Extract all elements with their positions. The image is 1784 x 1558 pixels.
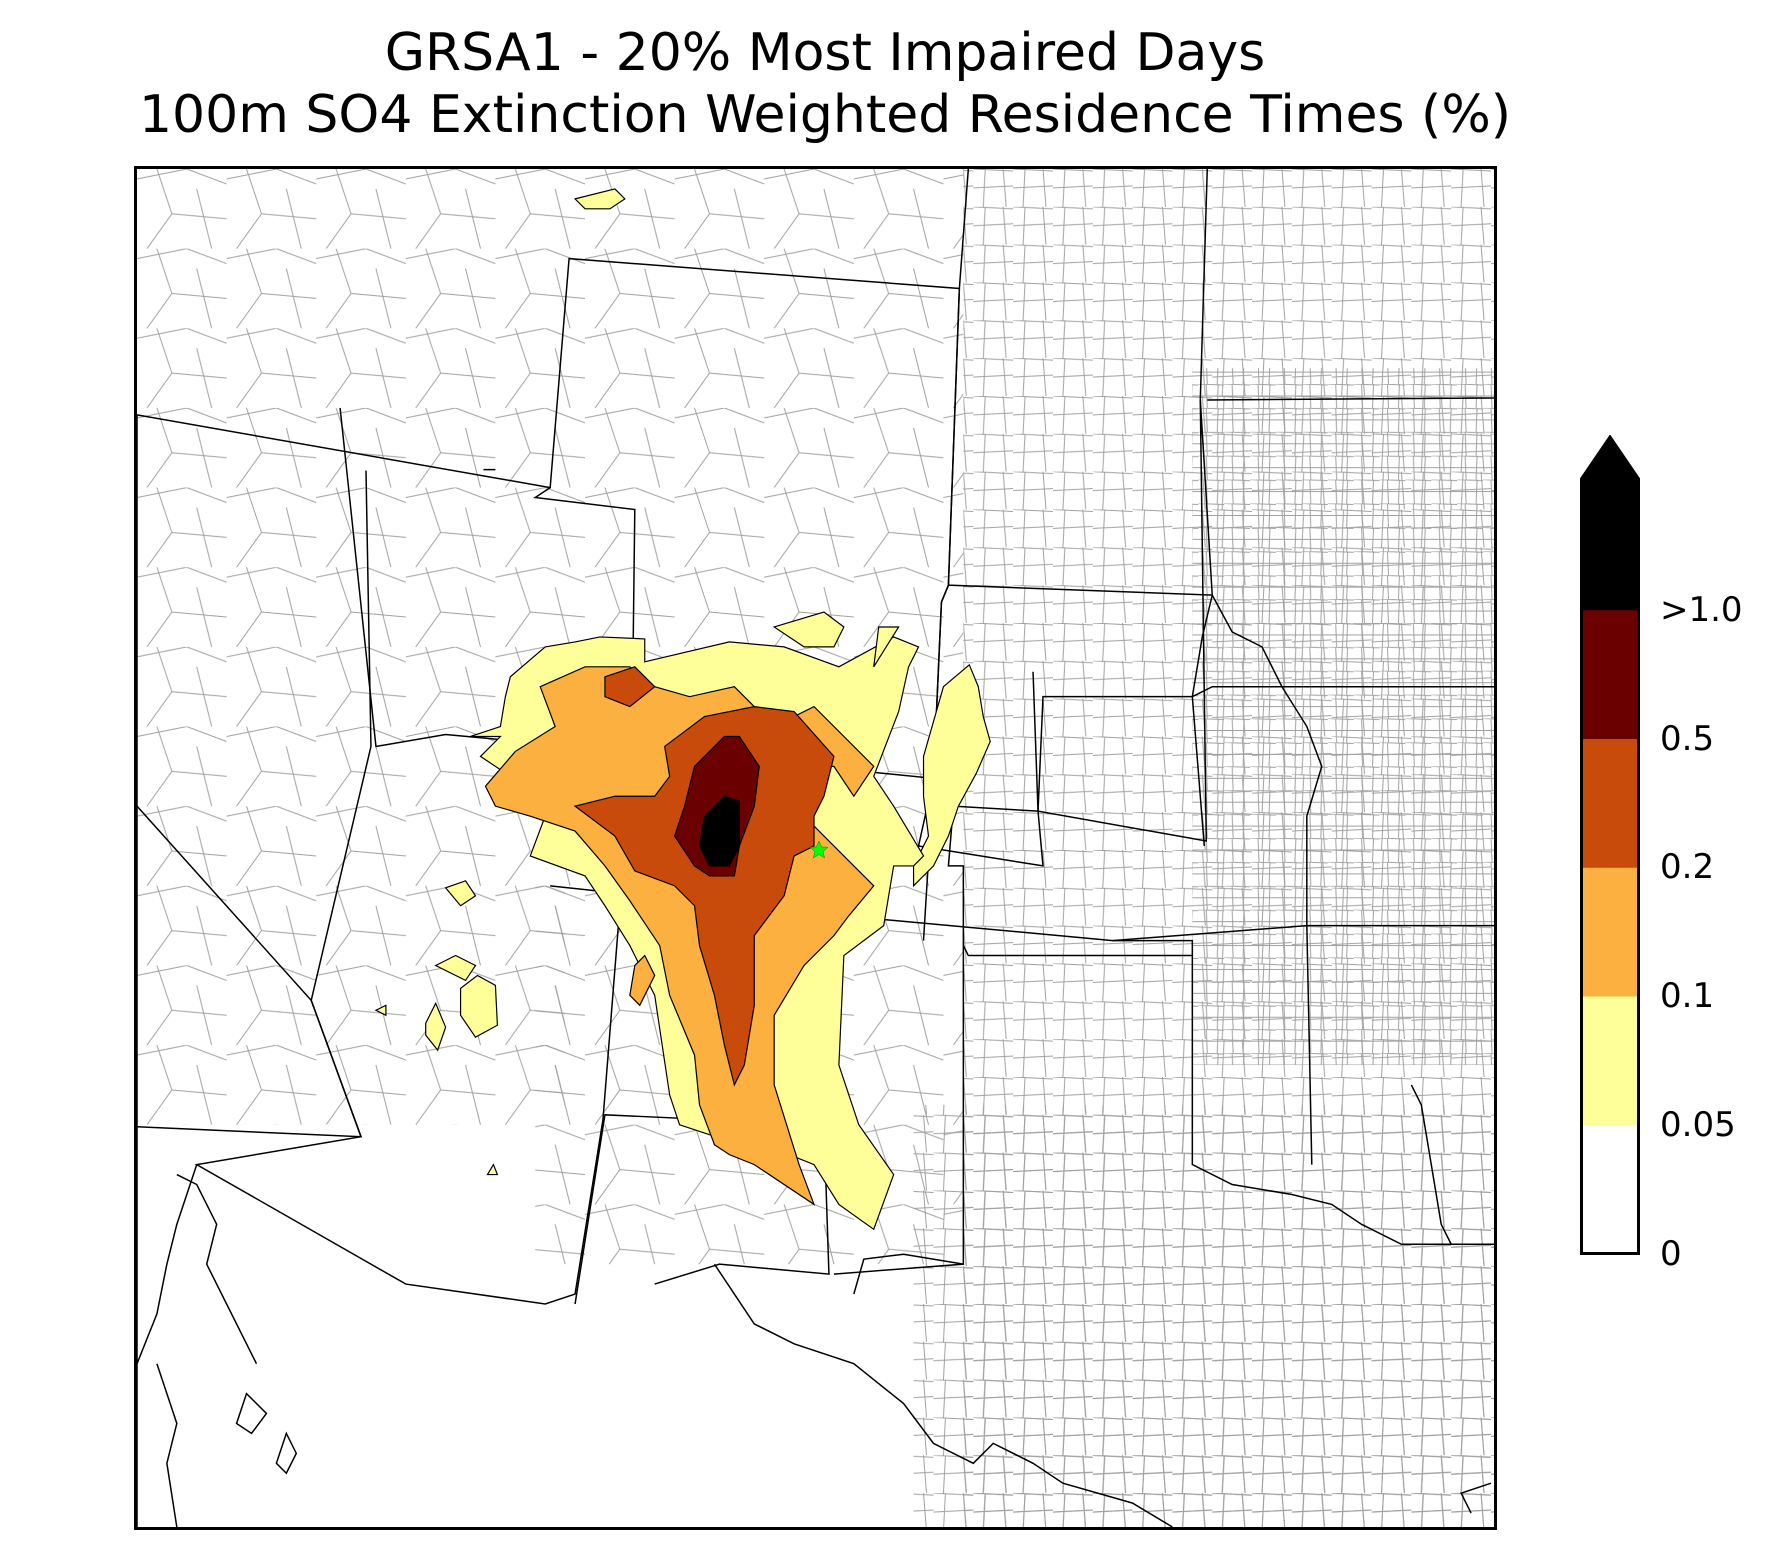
colorbar <box>1580 435 1640 1255</box>
contour-region-0.1 <box>629 954 656 1007</box>
contour-region-0.2 <box>573 706 835 1087</box>
map-panel <box>134 166 1497 1530</box>
colorbar-tick-label: 0.2 <box>1660 847 1715 888</box>
colorbar-segments <box>1581 481 1639 1254</box>
title-line-1: GRSA1 - 20% Most Impaired Days <box>384 23 1266 83</box>
contour-region-0.2 <box>604 666 656 708</box>
colorbar-tick-label: 0 <box>1660 1233 1682 1274</box>
map-canvas <box>137 169 1494 1527</box>
colorbar-ticks <box>1638 608 1640 1255</box>
contour-region-0.05 <box>573 188 626 210</box>
contour-region-0.05 <box>374 954 477 1017</box>
colorbar-tick-label: 0.05 <box>1660 1104 1736 1145</box>
contour-region-0.05 <box>772 611 845 648</box>
colorbar-segment <box>1581 996 1639 1126</box>
colorbar-segment <box>1581 609 1639 739</box>
contour-region-0.05 <box>444 880 477 907</box>
colorbar-tick-label: 0.5 <box>1660 718 1715 759</box>
residence-time-contours <box>374 188 991 1231</box>
colorbar-segment <box>1581 1124 1639 1254</box>
contour-region-0.05 <box>425 974 499 1176</box>
colorbar-extend-arrow <box>1580 435 1640 483</box>
colorbar-segment <box>1581 867 1639 997</box>
contour-region-0.05 <box>873 626 900 668</box>
contour-region-1.0 <box>698 795 740 867</box>
page-title: GRSA1 - 20% Most Impaired Days 100m SO4 … <box>0 22 1650 146</box>
colorbar-segment <box>1581 738 1639 868</box>
state-boundaries <box>137 169 1494 1527</box>
receptor-star-icon <box>809 840 829 859</box>
colorbar-tick-label: >1.0 <box>1660 589 1743 630</box>
contour-region-0.05 <box>912 663 991 888</box>
title-line-2: 100m SO4 Extinction Weighted Residence T… <box>138 85 1512 145</box>
colorbar-tick-label: 0.1 <box>1660 976 1715 1016</box>
colorbar-segment <box>1581 481 1639 611</box>
